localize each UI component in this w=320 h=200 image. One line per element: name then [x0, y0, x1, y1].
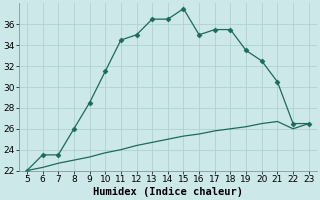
X-axis label: Humidex (Indice chaleur): Humidex (Indice chaleur)	[93, 186, 243, 197]
